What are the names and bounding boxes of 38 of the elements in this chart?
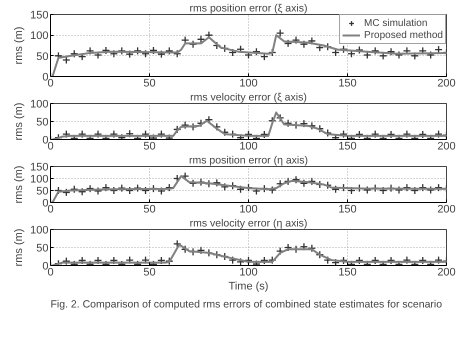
x-tick-label: 50 xyxy=(143,78,156,90)
y-axis-title: rms (m) xyxy=(13,228,26,266)
legend-label: Proposed method xyxy=(364,29,443,41)
x-tick-label: 150 xyxy=(338,140,357,152)
x-tick-label: 100 xyxy=(239,78,258,90)
y-axis-title: rms (m) xyxy=(13,102,26,140)
chart-title: rms position error (η axis) xyxy=(188,154,308,166)
x-tick-label: 200 xyxy=(437,78,456,90)
x-tick-label: 150 xyxy=(338,266,357,278)
y-tick-label: 100 xyxy=(30,30,49,42)
legend-label: MC simulation xyxy=(364,17,428,29)
y-tick-label: 150 xyxy=(30,10,49,22)
x-tick-label: 150 xyxy=(338,78,357,90)
x-tick-label: 200 xyxy=(437,140,456,152)
chart-title: rms velocity error (η axis) xyxy=(190,218,308,230)
caption: Fig. 2. Comparison of computed rms errors of combined state estimates for scenario xyxy=(50,298,442,310)
x-tick-label: 50 xyxy=(143,204,156,216)
x-tick-label: 50 xyxy=(143,266,156,278)
chart-title: rms position error (ξ axis) xyxy=(190,2,308,14)
y-axis-title: rms (m) xyxy=(13,26,26,64)
x-tick-label: 200 xyxy=(437,204,456,216)
x-tick-label: 150 xyxy=(338,204,357,216)
x-tick-label: 100 xyxy=(239,266,258,278)
x-tick-label: 100 xyxy=(239,204,258,216)
x-tick-label: 200 xyxy=(437,266,456,278)
y-tick-label: 50 xyxy=(36,242,49,254)
y-tick-label: 100 xyxy=(30,98,49,110)
y-tick-label: 50 xyxy=(36,186,49,198)
y-tick-label: 50 xyxy=(36,50,49,63)
y-axis-title: rms (m) xyxy=(13,166,26,204)
x-axis-title: Time (s) xyxy=(228,280,268,292)
x-tick-label: 100 xyxy=(239,140,258,152)
x-tick-label: 50 xyxy=(143,140,156,152)
y-tick-label: 100 xyxy=(30,224,49,236)
y-tick-label: 100 xyxy=(30,174,49,186)
chart-title: rms velocity error (ξ axis) xyxy=(190,92,307,104)
y-tick-label: 50 xyxy=(36,116,49,128)
y-tick-label: 150 xyxy=(30,162,49,174)
